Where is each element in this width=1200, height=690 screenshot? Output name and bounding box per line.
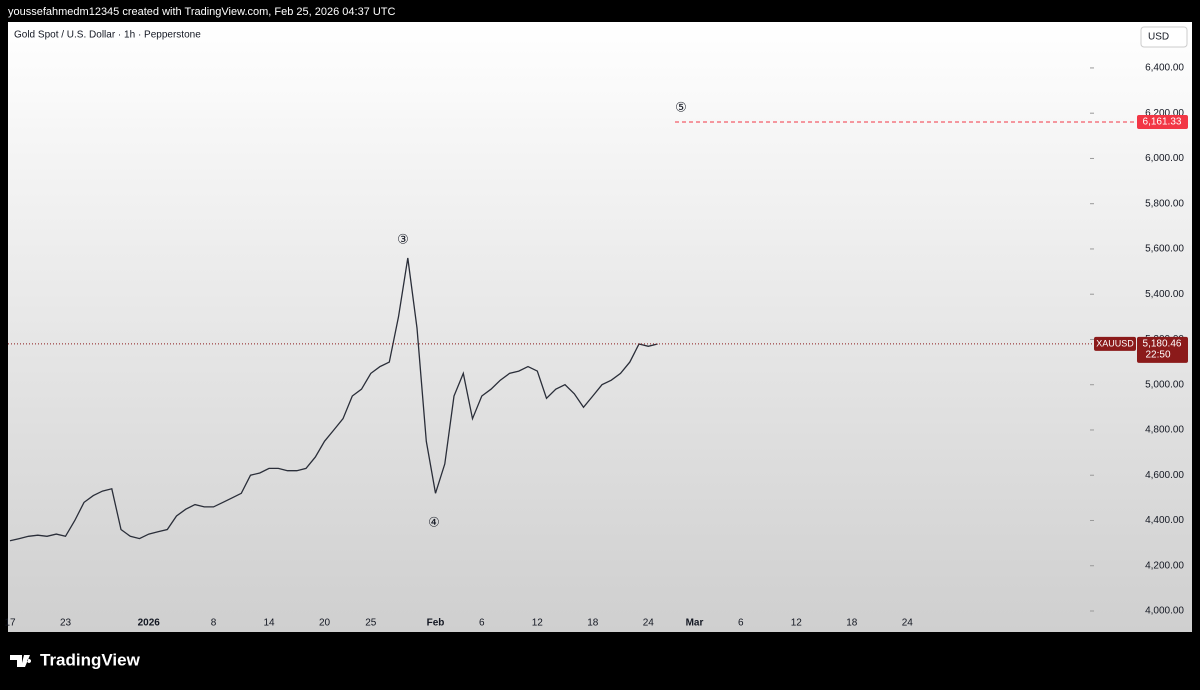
y-tick-label: 5,000.00 xyxy=(1145,379,1184,390)
x-tick-label: 20 xyxy=(319,618,331,629)
x-tick-label: 18 xyxy=(846,618,858,629)
wave-label: ③ xyxy=(397,231,409,246)
currency-box[interactable] xyxy=(1140,26,1188,48)
x-tick-label: 25 xyxy=(365,618,377,629)
price-box xyxy=(1137,336,1188,363)
symbol-box xyxy=(1094,336,1136,351)
price-line xyxy=(9,257,658,542)
y-tick-label: 6,200.00 xyxy=(1145,108,1184,119)
y-tick-label: 4,800.00 xyxy=(1145,425,1184,436)
x-tick-label: 2026 xyxy=(138,618,161,629)
y-tick-label: 5,800.00 xyxy=(1145,198,1184,209)
target-label: 6,161.33 xyxy=(1143,117,1182,128)
x-tick-label: 17 xyxy=(4,618,16,629)
brand-name: TradingView xyxy=(40,650,141,669)
price-label: 5,180.46 xyxy=(1143,339,1182,350)
target-box xyxy=(1137,114,1188,129)
y-tick-label: 6,400.00 xyxy=(1145,63,1184,74)
x-tick-label: 6 xyxy=(479,618,485,629)
symbol-label: XAUUSD xyxy=(1096,338,1134,348)
x-tick-label: 18 xyxy=(587,618,599,629)
x-tick-label: 6 xyxy=(738,618,744,629)
x-tick-label: 24 xyxy=(643,618,655,629)
x-tick-label: Mar xyxy=(686,618,704,629)
currency: USD xyxy=(1148,32,1169,43)
x-tick-label: 8 xyxy=(211,618,217,629)
x-tick-label: 24 xyxy=(902,618,914,629)
wave-label: ⑤ xyxy=(675,99,687,114)
x-tick-label: Feb xyxy=(427,618,445,629)
y-tick-label: 5,400.00 xyxy=(1145,289,1184,300)
y-tick-label: 4,600.00 xyxy=(1145,470,1184,481)
header-text: youssefahmedm12345 created with TradingV… xyxy=(8,6,396,18)
x-tick-label: 12 xyxy=(791,618,803,629)
y-tick-label: 4,200.00 xyxy=(1145,560,1184,571)
countdown-label: 22:50 xyxy=(1145,350,1170,361)
brand-logo xyxy=(10,655,32,667)
x-tick-label: 14 xyxy=(263,618,275,629)
x-tick-label: 23 xyxy=(60,618,72,629)
wave-label: ④ xyxy=(428,514,440,529)
x-tick-label: 12 xyxy=(532,618,544,629)
y-tick-label: 6,000.00 xyxy=(1145,153,1184,164)
chart-title: Gold Spot / U.S. Dollar · 1h · Peppersto… xyxy=(14,30,201,41)
chart-panel xyxy=(8,22,1192,632)
y-tick-label: 5,600.00 xyxy=(1145,244,1184,255)
y-tick-label: 4,000.00 xyxy=(1145,606,1184,617)
y-tick-label: 4,400.00 xyxy=(1145,515,1184,526)
